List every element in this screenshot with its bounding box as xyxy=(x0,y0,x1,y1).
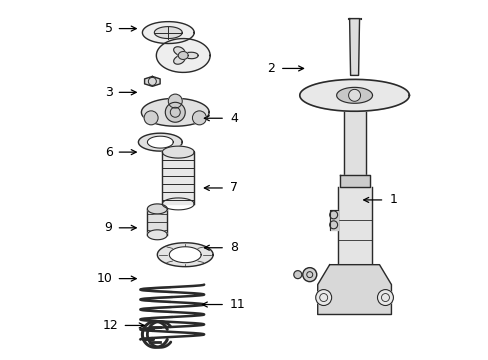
Circle shape xyxy=(302,268,316,282)
Text: 2: 2 xyxy=(266,62,274,75)
Text: 7: 7 xyxy=(229,181,238,194)
Circle shape xyxy=(293,271,301,279)
Polygon shape xyxy=(147,204,167,214)
Polygon shape xyxy=(348,89,360,101)
Polygon shape xyxy=(337,187,371,265)
Polygon shape xyxy=(169,247,201,263)
Polygon shape xyxy=(349,19,359,75)
Text: 11: 11 xyxy=(229,298,245,311)
Polygon shape xyxy=(141,98,209,126)
Text: 8: 8 xyxy=(229,241,238,254)
Polygon shape xyxy=(173,47,198,64)
Text: 4: 4 xyxy=(229,112,238,125)
Circle shape xyxy=(192,111,206,125)
Polygon shape xyxy=(329,210,337,230)
Polygon shape xyxy=(156,39,210,72)
Polygon shape xyxy=(154,27,182,39)
Polygon shape xyxy=(162,146,194,158)
Text: 3: 3 xyxy=(104,86,112,99)
Polygon shape xyxy=(147,230,167,240)
Polygon shape xyxy=(144,76,160,86)
Text: 10: 10 xyxy=(97,272,112,285)
Polygon shape xyxy=(157,243,213,267)
Text: 12: 12 xyxy=(102,319,118,332)
Polygon shape xyxy=(336,87,372,103)
Polygon shape xyxy=(317,265,390,315)
Text: 6: 6 xyxy=(104,145,112,159)
Polygon shape xyxy=(153,320,180,348)
Circle shape xyxy=(315,289,331,306)
Polygon shape xyxy=(142,22,194,44)
Polygon shape xyxy=(138,133,182,151)
Circle shape xyxy=(165,102,185,122)
Text: 1: 1 xyxy=(388,193,397,206)
Circle shape xyxy=(377,289,393,306)
Circle shape xyxy=(168,94,182,108)
Polygon shape xyxy=(299,80,408,111)
Polygon shape xyxy=(178,51,188,59)
Polygon shape xyxy=(343,112,365,175)
Circle shape xyxy=(144,111,158,125)
Polygon shape xyxy=(339,175,369,187)
Polygon shape xyxy=(147,136,173,148)
Polygon shape xyxy=(147,209,167,235)
Text: 9: 9 xyxy=(104,221,112,234)
Text: 5: 5 xyxy=(104,22,112,35)
Polygon shape xyxy=(162,152,194,204)
